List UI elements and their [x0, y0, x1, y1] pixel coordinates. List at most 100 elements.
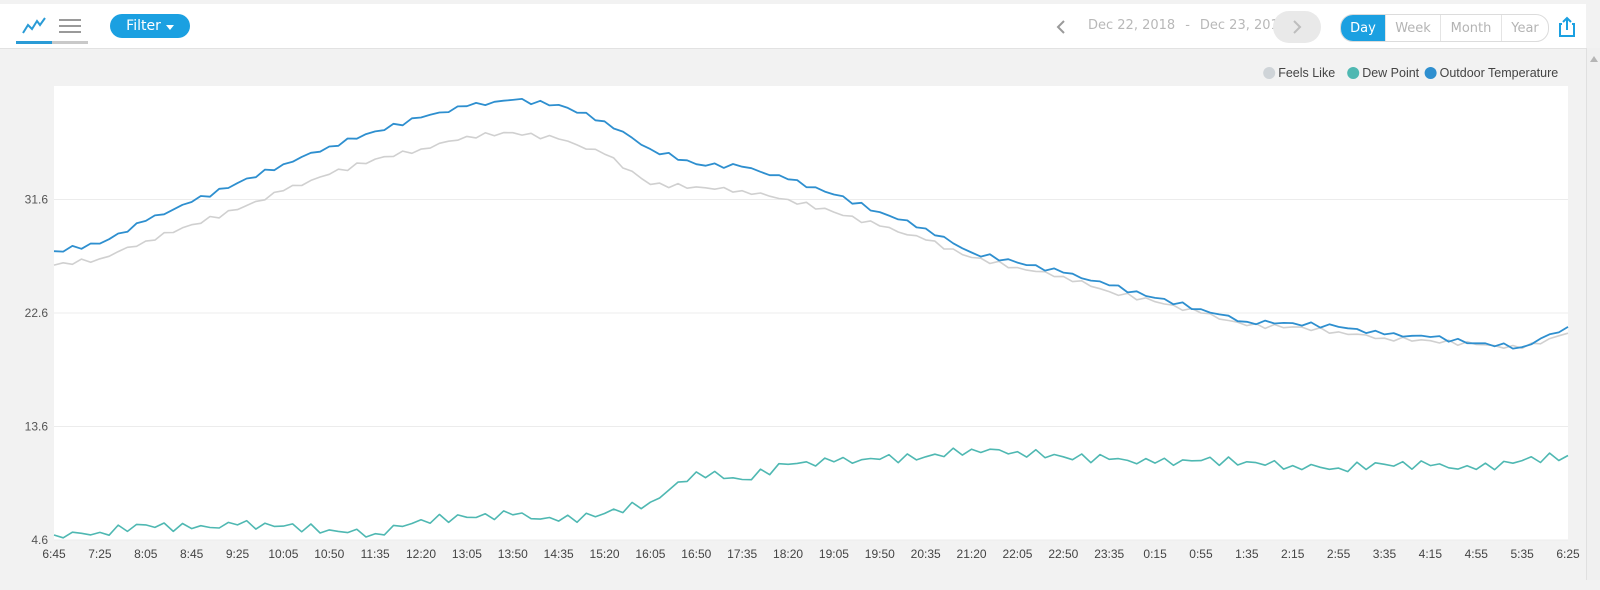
data-point-dew-point [1062, 456, 1064, 458]
legend-label[interactable]: Dew Point [1362, 66, 1419, 80]
series-line-feels-like [53, 131, 1569, 350]
x-tick-label: 22:50 [1048, 547, 1078, 561]
data-point-outdoor-temperature [1337, 326, 1339, 328]
data-point-feels-like [1292, 326, 1294, 328]
period-month[interactable]: Month [1440, 15, 1501, 41]
data-point-outdoor-temperature [1246, 321, 1248, 323]
x-tick-label: 20:35 [911, 547, 941, 561]
data-point-outdoor-temperature [53, 250, 55, 252]
date-separator: - [1185, 18, 1190, 33]
data-point-feels-like [1567, 332, 1569, 334]
scrollbar[interactable] [1586, 48, 1600, 580]
x-tick-label: 23:35 [1094, 547, 1124, 561]
data-point-feels-like [374, 158, 376, 160]
data-point-outdoor-temperature [879, 211, 881, 213]
period-day[interactable]: Day [1341, 15, 1385, 41]
data-point-outdoor-temperature [741, 166, 743, 168]
data-point-outdoor-temperature [1567, 326, 1569, 328]
data-point-feels-like [420, 148, 422, 150]
scroll-up-arrow-icon[interactable] [1590, 56, 1598, 62]
view-toggle [16, 11, 88, 45]
data-point-feels-like [695, 186, 697, 188]
data-point-feels-like [190, 224, 192, 226]
data-point-outdoor-temperature [420, 116, 422, 118]
x-tick-label: 12:20 [406, 547, 436, 561]
y-tick-label: 22.6 [25, 306, 49, 320]
data-point-outdoor-temperature [236, 182, 238, 184]
data-point-dew-point [603, 512, 605, 514]
data-point-feels-like [1429, 340, 1431, 342]
filter-button[interactable]: Filter [110, 14, 190, 38]
data-point-outdoor-temperature [1429, 336, 1431, 338]
data-point-feels-like [787, 198, 789, 200]
x-tick-label: 13:05 [452, 547, 482, 561]
share-icon [1559, 16, 1575, 37]
data-point-dew-point [99, 531, 101, 533]
period-week[interactable]: Week [1385, 15, 1440, 41]
data-point-dew-point [1200, 459, 1202, 461]
line-chart-icon [22, 17, 46, 34]
previous-date-button[interactable] [1050, 16, 1072, 38]
data-point-outdoor-temperature [557, 104, 559, 106]
legend-marker[interactable] [1424, 67, 1437, 79]
data-point-outdoor-temperature [1016, 261, 1018, 263]
data-point-dew-point [1246, 461, 1248, 463]
date-start: Dec 22, 2018 [1088, 18, 1176, 33]
legend-label[interactable]: Feels Like [1278, 66, 1335, 80]
series-line-outdoor-temperature [53, 98, 1569, 350]
data-point-dew-point [649, 501, 651, 503]
data-point-dew-point [695, 471, 697, 473]
data-point-outdoor-temperature [1383, 333, 1385, 335]
toolbar: Filter Dec 22, 2018- Dec 23, 2018 Day Week… [0, 4, 1586, 49]
x-tick-label: 1:35 [1235, 547, 1259, 561]
x-tick-label: 16:05 [635, 547, 665, 561]
data-point-feels-like [970, 256, 972, 258]
data-point-dew-point [1475, 468, 1477, 470]
legend-marker[interactable] [1263, 67, 1276, 79]
data-point-dew-point [466, 516, 468, 518]
list-view-button[interactable] [52, 11, 88, 44]
x-tick-label: 22:05 [1002, 547, 1032, 561]
legend-label[interactable]: Outdoor Temperature [1440, 66, 1559, 80]
x-tick-label: 8:45 [180, 547, 204, 561]
data-point-dew-point [374, 532, 376, 534]
chart-area: 4.6 13.6 22.6 31.6 6:45 7:25 8:05 8:45 9:25 10:05… [0, 50, 1586, 580]
x-tick-label: 2:15 [1281, 547, 1305, 561]
data-point-feels-like [1108, 290, 1110, 292]
data-point-outdoor-temperature [282, 163, 284, 165]
x-tick-label: 11:35 [361, 547, 390, 561]
data-point-feels-like [53, 264, 55, 266]
legend-marker[interactable] [1347, 67, 1360, 79]
period-selector: Day Week Month Year [1340, 14, 1549, 42]
chevron-left-icon [1056, 20, 1065, 34]
chart-view-button[interactable] [16, 11, 52, 44]
data-point-dew-point [924, 456, 926, 458]
data-point-feels-like [879, 225, 881, 227]
data-point-outdoor-temperature [145, 220, 147, 222]
data-point-outdoor-temperature [374, 130, 376, 132]
data-point-dew-point [1337, 467, 1339, 469]
data-point-dew-point [833, 461, 835, 463]
share-button[interactable] [1558, 16, 1578, 38]
period-year[interactable]: Year [1501, 15, 1548, 41]
data-point-outdoor-temperature [466, 105, 468, 107]
x-tick-label: 6:25 [1556, 547, 1580, 561]
temperature-chart: 4.6 13.6 22.6 31.6 6:45 7:25 8:05 8:45 9:25 10:05… [25, 66, 1580, 561]
data-point-outdoor-temperature [1062, 271, 1064, 273]
y-tick-label: 13.6 [25, 420, 49, 434]
data-point-feels-like [603, 153, 605, 155]
data-point-dew-point [1154, 462, 1156, 464]
y-tick-label: 4.6 [31, 533, 48, 547]
data-point-dew-point [1429, 464, 1431, 466]
series-line-dew-point [53, 447, 1569, 539]
data-point-outdoor-temperature [695, 163, 697, 165]
x-tick-label: 16:50 [681, 547, 711, 561]
data-point-feels-like [1200, 312, 1202, 314]
data-point-feels-like [145, 240, 147, 242]
x-tick-label: 21:20 [957, 547, 987, 561]
data-point-dew-point [1016, 451, 1018, 453]
data-point-feels-like [1337, 331, 1339, 333]
x-tick-label: 10:50 [314, 547, 344, 561]
next-date-button[interactable] [1273, 11, 1321, 43]
x-tick-label: 8:05 [134, 547, 158, 561]
